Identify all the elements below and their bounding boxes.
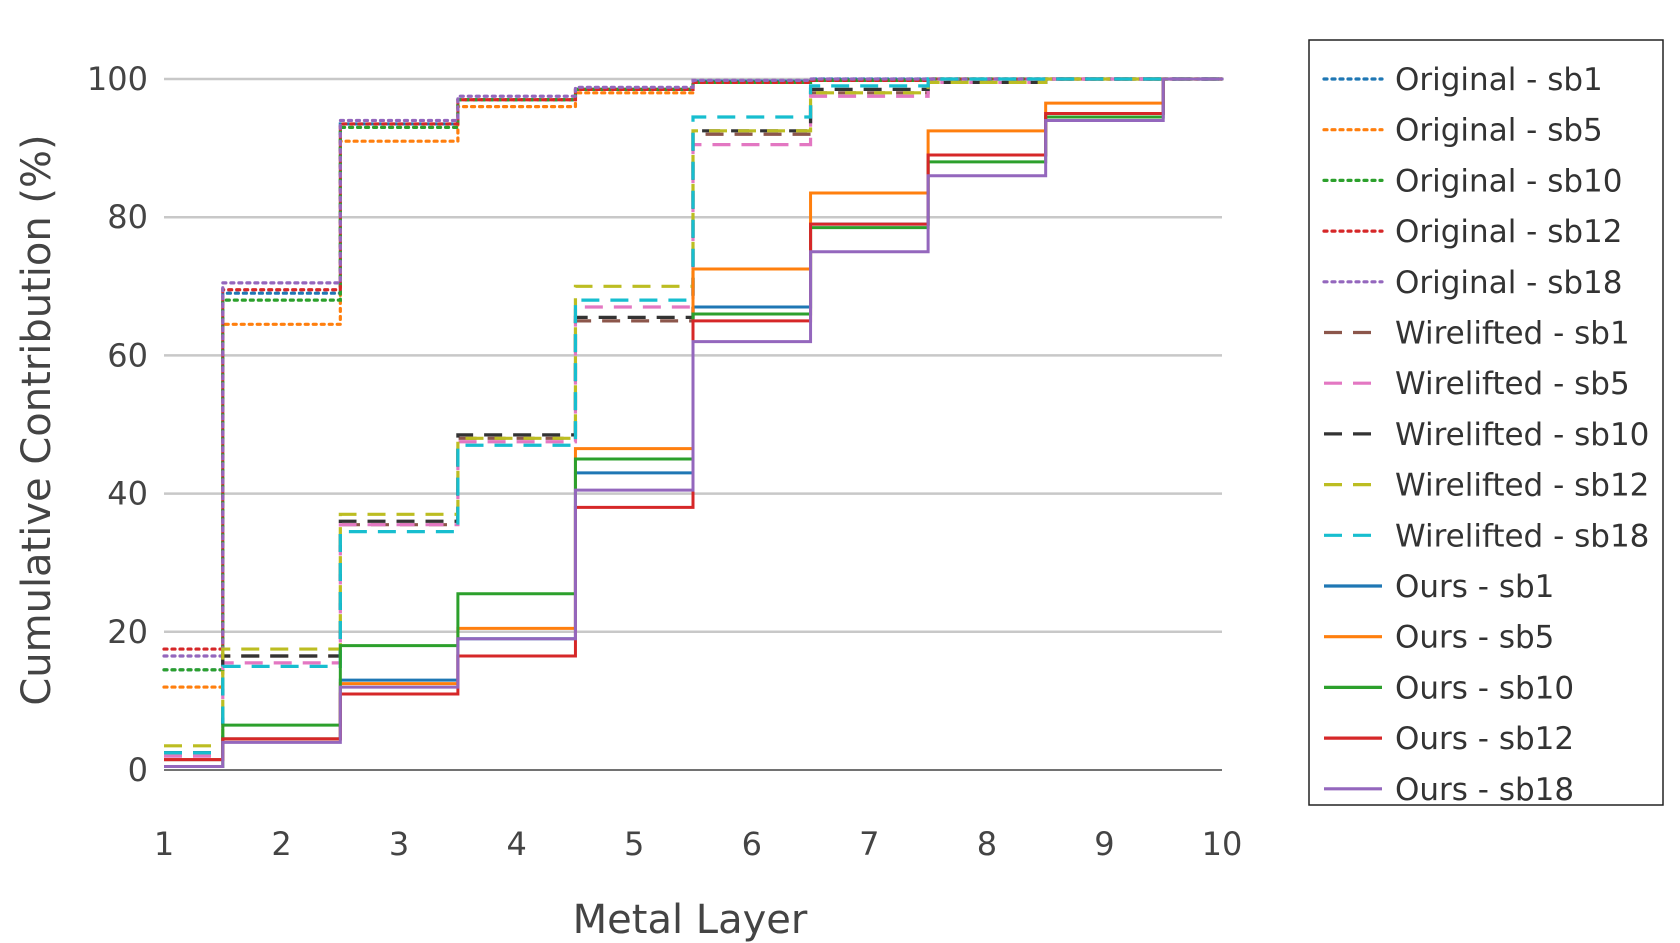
x-tick-label: 5	[624, 825, 644, 863]
legend-label: Wirelifted - sb5	[1395, 366, 1630, 402]
y-tick-label: 0	[128, 751, 148, 789]
legend-label: Ours - sb1	[1395, 569, 1554, 605]
y-tick-label: 20	[107, 613, 148, 651]
series-line	[164, 77, 1222, 769]
legend-label: Original - sb5	[1395, 113, 1603, 149]
legend-label: Wirelifted - sb10	[1395, 417, 1649, 453]
legend-label: Wirelifted - sb1	[1395, 316, 1630, 352]
series-line	[162, 77, 1224, 658]
x-tick-label: 7	[859, 825, 879, 863]
x-tick-label: 9	[1094, 825, 1114, 863]
y-axis-title: Cumulative Contribution (%)	[14, 134, 60, 705]
x-axis-title: Metal Layer	[573, 897, 808, 943]
x-tick-label: 1	[154, 825, 174, 863]
x-tick-label: 10	[1202, 825, 1243, 863]
legend-label: Ours - sb12	[1395, 721, 1574, 757]
legend-label: Ours - sb5	[1395, 620, 1554, 656]
x-tick-label: 6	[742, 825, 762, 863]
legend: Original - sb1 Original - sb5 Original - s…	[1308, 39, 1664, 808]
x-tick-label: 8	[977, 825, 997, 863]
x-tick-label: 2	[271, 825, 291, 863]
y-tick-label: 60	[107, 336, 148, 374]
x-axis-ticks: 1 2 3 4 5 6 7 8 9 10	[154, 825, 1243, 863]
legend-box	[1308, 39, 1664, 806]
x-tick-label: 3	[389, 825, 409, 863]
legend-label: Ours - sb18	[1395, 772, 1574, 808]
legend-label: Original - sb18	[1395, 265, 1622, 301]
y-tick-label: 40	[107, 475, 148, 513]
y-axis-ticks: 0 20 40 60 80 100	[87, 60, 148, 789]
legend-label: Ours - sb10	[1395, 670, 1574, 706]
x-tick-label: 4	[506, 825, 526, 863]
y-tick-label: 100	[87, 60, 148, 98]
legend-label: Original - sb1	[1395, 62, 1603, 98]
legend-label: Original - sb12	[1395, 214, 1622, 250]
legend-label: Original - sb10	[1395, 163, 1622, 199]
y-tick-label: 80	[107, 198, 148, 236]
series-lines	[162, 77, 1224, 769]
legend-label: Wirelifted - sb12	[1395, 468, 1649, 504]
legend-label: Wirelifted - sb18	[1395, 518, 1649, 554]
series-line	[164, 77, 1222, 755]
